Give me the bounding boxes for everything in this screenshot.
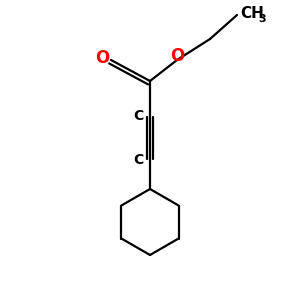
- Text: O: O: [95, 50, 110, 68]
- Text: C: C: [134, 109, 144, 122]
- Text: CH: CH: [241, 6, 265, 21]
- Text: C: C: [134, 154, 144, 167]
- Text: O: O: [170, 47, 184, 65]
- Text: 3: 3: [259, 14, 266, 24]
